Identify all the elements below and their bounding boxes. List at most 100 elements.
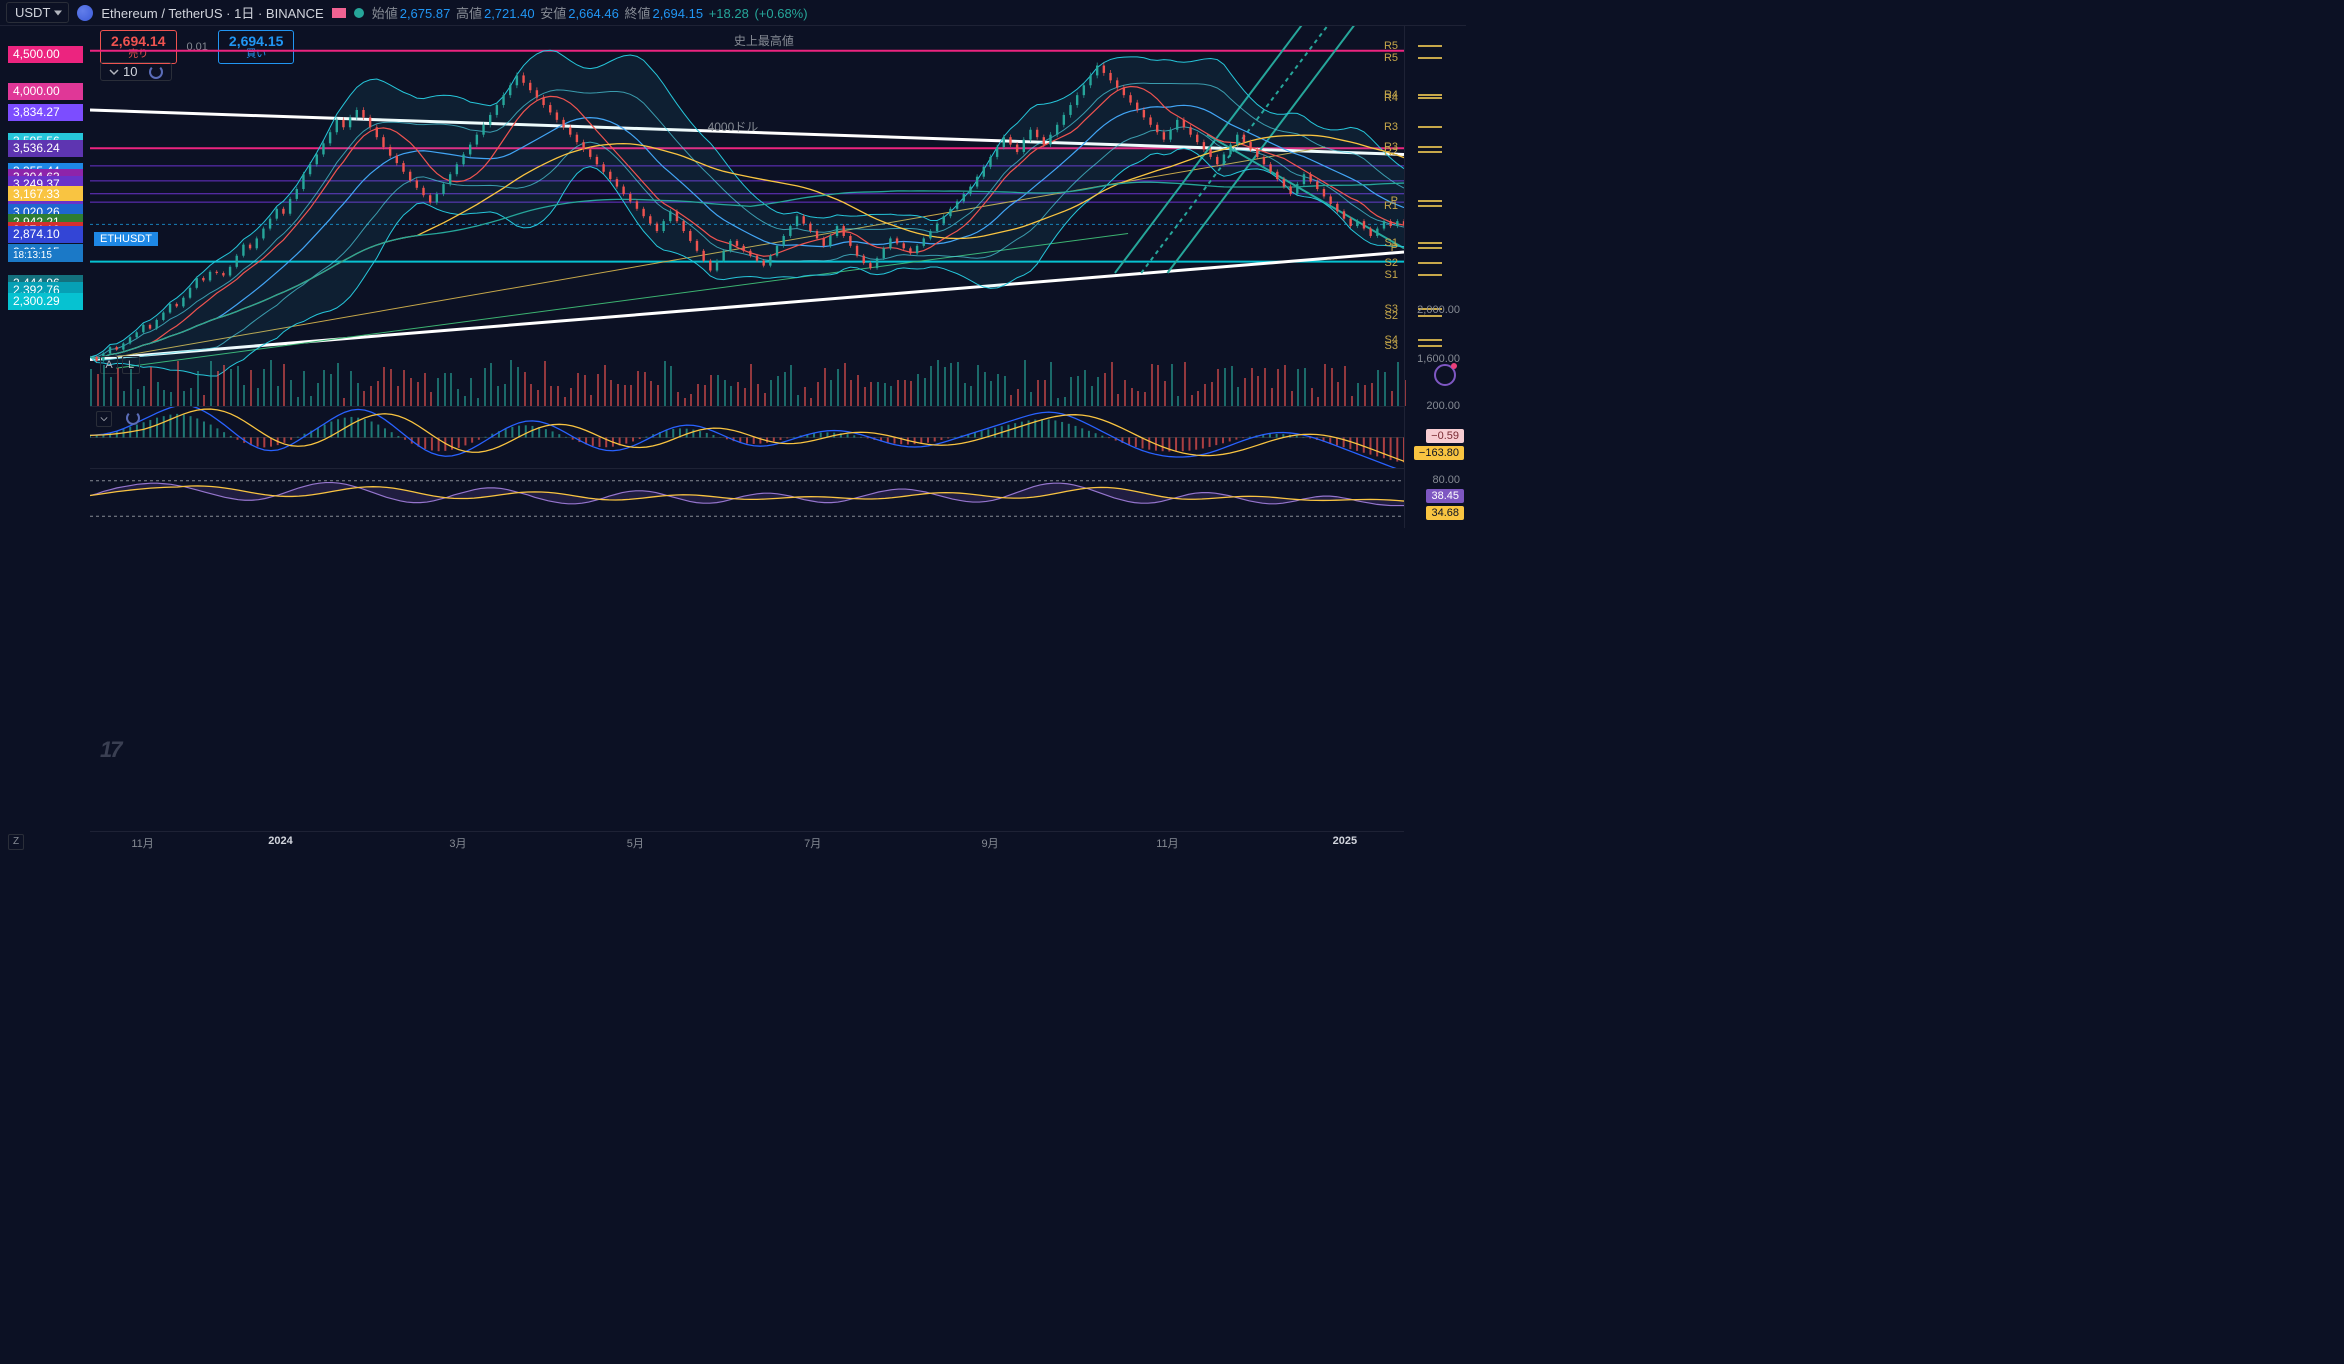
y-axis-price[interactable]: 2,000.001,600.00: [1404, 26, 1466, 406]
pivot-label: S1: [1385, 269, 1398, 281]
macd-value-tag: −0.59: [1426, 429, 1464, 443]
price-pane[interactable]: 史上最高値 4000ドル ETHUSDT R5R5R4R4R3R3R2PR1S1…: [90, 26, 1404, 378]
volume-bar: [977, 365, 979, 406]
volume-bar: [744, 388, 746, 406]
volume-bar: [370, 386, 372, 406]
x-tick: 2024: [268, 835, 292, 847]
market-open-dot: [354, 8, 364, 18]
volume-bar: [1291, 391, 1293, 406]
volume-bar: [1257, 376, 1259, 406]
volume-bar: [430, 392, 432, 406]
volume-bar: [750, 364, 752, 406]
price-level-tag: 2,874.10: [8, 226, 83, 243]
timezone-button[interactable]: Z: [8, 834, 24, 850]
rsi-value-tag: 34.68: [1426, 506, 1464, 520]
rsi-pane[interactable]: [90, 468, 1404, 528]
volume-bar: [1311, 388, 1313, 406]
volume-bar: [810, 398, 812, 406]
volume-bar: [230, 369, 232, 406]
y-axis-rsi[interactable]: 80.0038.4534.68: [1404, 468, 1466, 528]
volume-bar: [650, 381, 652, 406]
quote-currency-select[interactable]: USDT: [6, 2, 69, 23]
volume-bar: [1057, 398, 1059, 406]
header-bar: USDT Ethereum / TetherUS · 1日 · BINANCE …: [0, 0, 1466, 26]
pivot-label: S2: [1385, 310, 1398, 322]
volume-bar: [1164, 381, 1166, 406]
volume-bar: [950, 363, 952, 406]
volume-bar: [657, 385, 659, 406]
volume-bar: [1364, 385, 1366, 406]
volume-bar: [1037, 380, 1039, 406]
volume-bar: [530, 384, 532, 406]
volume-bar: [177, 361, 179, 406]
volume-bar: [1197, 391, 1199, 406]
volume-bar: [390, 369, 392, 406]
volume-bar: [564, 397, 566, 406]
volume-bar: [190, 388, 192, 406]
volume-bar: [1077, 376, 1079, 406]
volume-bar: [730, 386, 732, 406]
y-axis-macd[interactable]: 200.00−0.59−163.80: [1404, 406, 1466, 468]
pivot-label: P: [1391, 242, 1398, 254]
volume-bar: [897, 380, 899, 406]
price-level-tag: 2,300.29: [8, 293, 83, 310]
x-axis[interactable]: 11月20243月5月7月9月11月2025: [90, 831, 1404, 853]
volume-bar: [957, 362, 959, 406]
reload-icon[interactable]: [126, 411, 140, 425]
volume-bar: [424, 373, 426, 406]
volume-bar: [724, 380, 726, 406]
volume-bar: [1244, 378, 1246, 406]
rsi-value-tag: 38.45: [1426, 489, 1464, 503]
volume-bar: [1104, 373, 1106, 406]
volume-bar: [97, 374, 99, 406]
volume-bar: [1017, 389, 1019, 406]
volume-bar: [1151, 364, 1153, 406]
pivot-label: R1: [1384, 200, 1398, 212]
volume-bar: [137, 389, 139, 406]
volume-bar: [870, 382, 872, 406]
volume-bar: [437, 378, 439, 406]
volume-bar: [597, 374, 599, 406]
anno-4000: 4000ドル: [708, 118, 759, 135]
volume-bar: [1391, 391, 1393, 406]
volume-bar: [610, 380, 612, 406]
volume-bar: [1124, 380, 1126, 406]
price-level-tag: 18:13:15: [8, 249, 83, 262]
x-tick: 2025: [1333, 835, 1357, 847]
volume-bar: [630, 385, 632, 406]
volume-bar: [1237, 387, 1239, 406]
chevron-down-icon[interactable]: [96, 411, 112, 427]
volume-bar: [1344, 366, 1346, 406]
volume-bar: [1264, 368, 1266, 406]
volume-bar: [584, 375, 586, 406]
volume-bar: [123, 391, 125, 406]
volume-bar: [877, 382, 879, 406]
volume-bar: [243, 385, 245, 406]
volume-bar: [517, 367, 519, 406]
volume-bar: [1377, 370, 1379, 406]
price-level-tag: 3,834.27: [8, 104, 83, 121]
volume-bar: [1317, 397, 1319, 406]
volume-pane[interactable]: [90, 351, 1404, 406]
volume-bar: [524, 372, 526, 406]
pivot-label: R5: [1384, 40, 1398, 52]
volume-bar: [917, 374, 919, 406]
volume-bar: [617, 384, 619, 406]
volume-bar: [537, 390, 539, 406]
volume-bar: [1171, 364, 1173, 406]
macd-value-tag: −163.80: [1414, 446, 1464, 460]
volume-bar: [1211, 382, 1213, 406]
volume-bar: [624, 385, 626, 406]
volume-bar: [990, 381, 992, 406]
volume-bar: [1024, 360, 1026, 406]
volume-bar: [330, 374, 332, 406]
volume-bar: [830, 380, 832, 406]
volume-bar: [117, 368, 119, 406]
volume-bar: [857, 375, 859, 406]
volume-bar: [150, 367, 152, 406]
ohlc-readout: 始値2,675.87 高値2,721.40 安値2,664.46 終値2,694…: [372, 3, 810, 22]
volume-bar: [644, 372, 646, 406]
volume-bar: [1277, 369, 1279, 406]
macd-pane[interactable]: [90, 406, 1404, 468]
volume-bar: [343, 398, 345, 406]
